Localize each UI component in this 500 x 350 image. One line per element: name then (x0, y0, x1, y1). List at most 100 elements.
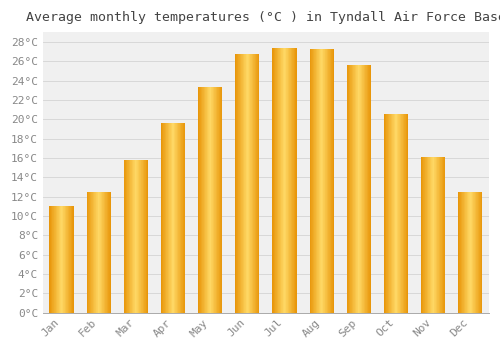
Bar (287, 48, 288, 313)
Bar (436, 157, 437, 313)
Bar (94, 192, 95, 313)
Bar (140, 160, 141, 313)
Bar (311, 49, 312, 313)
Bar (326, 49, 327, 313)
Title: Average monthly temperatures (°C ) in Tyndall Air Force Base: Average monthly temperatures (°C ) in Ty… (26, 11, 500, 24)
Bar (176, 123, 178, 313)
Bar (324, 49, 326, 313)
Bar (108, 192, 109, 313)
Bar (426, 157, 427, 313)
Bar (179, 123, 180, 313)
Bar (213, 88, 214, 313)
Bar (207, 88, 208, 313)
Bar (428, 157, 429, 313)
Bar (402, 114, 403, 313)
Bar (54, 206, 55, 313)
Bar (253, 55, 254, 313)
Bar (291, 48, 292, 313)
Bar (348, 65, 349, 313)
Bar (401, 114, 402, 313)
Bar (61, 206, 62, 313)
Bar (353, 65, 354, 313)
Bar (165, 123, 166, 313)
Bar (132, 160, 133, 313)
Bar (173, 123, 174, 313)
Bar (87, 192, 88, 313)
Bar (407, 114, 408, 313)
Bar (393, 114, 394, 313)
Bar (386, 114, 387, 313)
Bar (242, 55, 243, 313)
Bar (172, 123, 173, 313)
Bar (288, 48, 290, 313)
Bar (312, 49, 313, 313)
Bar (275, 48, 276, 313)
Bar (399, 114, 400, 313)
Bar (284, 48, 285, 313)
Bar (385, 114, 386, 313)
Bar (239, 55, 240, 313)
Bar (280, 48, 281, 313)
Bar (205, 88, 206, 313)
Bar (292, 48, 293, 313)
Bar (170, 123, 171, 313)
Bar (130, 160, 131, 313)
Bar (204, 88, 205, 313)
Bar (438, 157, 439, 313)
Bar (125, 160, 126, 313)
Bar (440, 157, 441, 313)
Bar (169, 123, 170, 313)
Bar (101, 192, 102, 313)
Bar (129, 160, 130, 313)
Bar (329, 49, 330, 313)
Bar (273, 48, 274, 313)
Bar (317, 49, 318, 313)
Bar (357, 65, 358, 313)
Bar (330, 49, 332, 313)
Bar (182, 123, 184, 313)
Bar (359, 65, 360, 313)
Bar (71, 206, 72, 313)
Bar (184, 123, 185, 313)
Bar (220, 88, 221, 313)
Bar (128, 160, 129, 313)
Bar (313, 49, 314, 313)
Bar (400, 114, 401, 313)
Bar (481, 192, 482, 313)
Bar (328, 49, 329, 313)
Bar (66, 206, 67, 313)
Bar (243, 55, 244, 313)
Bar (422, 157, 423, 313)
Bar (68, 206, 69, 313)
Bar (62, 206, 63, 313)
Bar (217, 88, 218, 313)
Bar (59, 206, 60, 313)
Bar (146, 160, 148, 313)
Bar (97, 192, 98, 313)
Bar (349, 65, 350, 313)
Bar (347, 65, 348, 313)
Bar (174, 123, 175, 313)
Bar (370, 65, 371, 313)
Bar (63, 206, 64, 313)
Bar (391, 114, 392, 313)
Bar (477, 192, 478, 313)
Bar (384, 114, 385, 313)
Bar (249, 55, 250, 313)
Bar (397, 114, 398, 313)
Bar (396, 114, 397, 313)
Bar (255, 55, 256, 313)
Bar (164, 123, 165, 313)
Bar (465, 192, 466, 313)
Bar (290, 48, 291, 313)
Bar (162, 123, 163, 313)
Bar (209, 88, 210, 313)
Bar (322, 49, 323, 313)
Bar (166, 123, 167, 313)
Bar (72, 206, 73, 313)
Bar (178, 123, 179, 313)
Bar (144, 160, 145, 313)
Bar (350, 65, 351, 313)
Bar (276, 48, 278, 313)
Bar (356, 65, 357, 313)
